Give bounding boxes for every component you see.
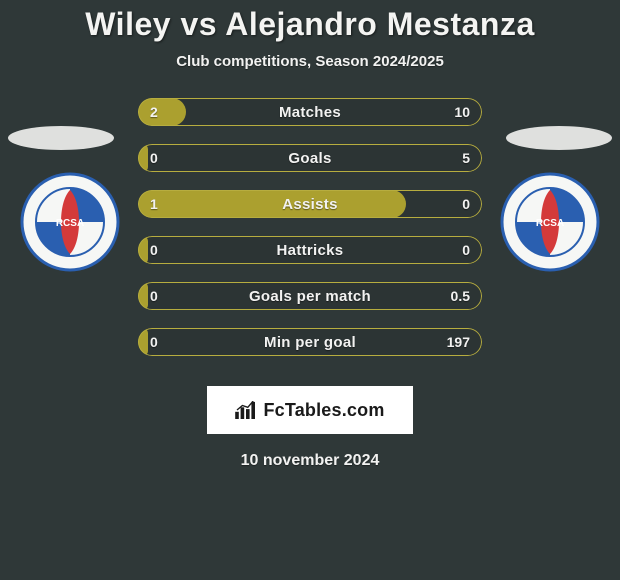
stat-label: Assists: [138, 190, 482, 218]
page-subtitle: Club competitions, Season 2024/2025: [0, 53, 620, 70]
stats-area: 210Matches 05Goals 10Assists 00Hattricks 00.…: [0, 98, 620, 378]
date-line: 10 november 2024: [0, 452, 620, 470]
brand-text: FcTables.com: [263, 400, 384, 421]
chart-icon: [235, 401, 257, 419]
stat-row: 00.5Goals per match: [138, 282, 482, 310]
stat-rows: 210Matches 05Goals 10Assists 00Hattricks 00.…: [138, 98, 482, 374]
page-title: Wiley vs Alejandro Mestanza: [0, 6, 620, 43]
brand-badge: FcTables.com: [207, 386, 413, 434]
stat-label: Goals: [138, 144, 482, 172]
stat-row: 05Goals: [138, 144, 482, 172]
stat-row: 210Matches: [138, 98, 482, 126]
stat-label: Matches: [138, 98, 482, 126]
stat-label: Hattricks: [138, 236, 482, 264]
stat-row: 00Hattricks: [138, 236, 482, 264]
stat-label: Min per goal: [138, 328, 482, 356]
stat-row: 0197Min per goal: [138, 328, 482, 356]
stat-row: 10Assists: [138, 190, 482, 218]
comparison-card: Wiley vs Alejandro Mestanza Club competi…: [0, 0, 620, 580]
stat-label: Goals per match: [138, 282, 482, 310]
